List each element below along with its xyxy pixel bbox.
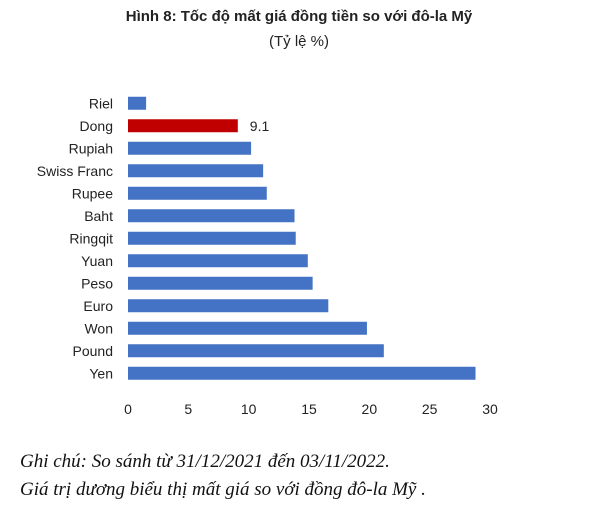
category-label-pound: Pound [73,343,113,359]
x-tick-label-0: 0 [124,401,132,417]
bar-yen [128,366,476,380]
bar-rupiah [128,141,252,155]
bar-dong [128,119,238,133]
chart-title: Hình 8: Tốc độ mất giá đồng tiền so với … [125,8,473,25]
category-label-euro: Euro [83,298,113,314]
chart-subtitle: (Tỷ lệ %) [269,33,329,50]
bar-chart: Riel Dong 9.1 Rupiah Swiss Franc Rupee Baht Rin… [37,95,498,417]
x-tick-label-15: 15 [301,401,317,417]
bar-pound [128,344,384,358]
category-label-won: Won [84,320,113,336]
category-label-baht: Baht [84,208,113,224]
x-tick-label-5: 5 [184,401,192,417]
category-label-peso: Peso [81,275,113,291]
data-label-dong: 9.1 [250,118,270,134]
category-label-swiss-franc: Swiss Franc [37,163,113,179]
category-label-riel: Riel [89,95,113,111]
x-tick-label-25: 25 [422,401,438,417]
bar-peso [128,276,313,290]
bar-euro [128,299,329,313]
category-label-ringqit: Ringqit [69,230,113,246]
bar-rupee [128,186,267,200]
category-label-rupee: Rupee [72,185,113,201]
bar-yuan [128,254,308,268]
category-label-yuan: Yuan [81,253,113,269]
note-line-2: Giá trị dương biểu thị mất giá so với đồ… [20,479,426,500]
x-tick-label-30: 30 [482,401,498,417]
bar-swiss-franc [128,164,264,178]
category-label-rupiah: Rupiah [69,140,113,156]
category-label-dong: Dong [80,118,113,134]
x-tick-label-20: 20 [362,401,378,417]
x-tick-label-10: 10 [241,401,257,417]
bar-riel [128,96,147,110]
bar-ringqit [128,231,296,245]
bar-won [128,321,367,335]
category-label-yen: Yen [89,365,113,381]
chart-note: Ghi chú: So sánh từ 31/12/2021 đến 03/11… [20,448,590,504]
bar-baht [128,209,295,223]
note-line-1: Ghi chú: So sánh từ 31/12/2021 đến 03/11… [20,451,390,472]
